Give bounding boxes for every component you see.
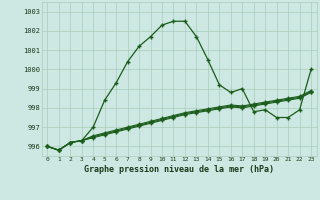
X-axis label: Graphe pression niveau de la mer (hPa): Graphe pression niveau de la mer (hPa) [84,165,274,174]
